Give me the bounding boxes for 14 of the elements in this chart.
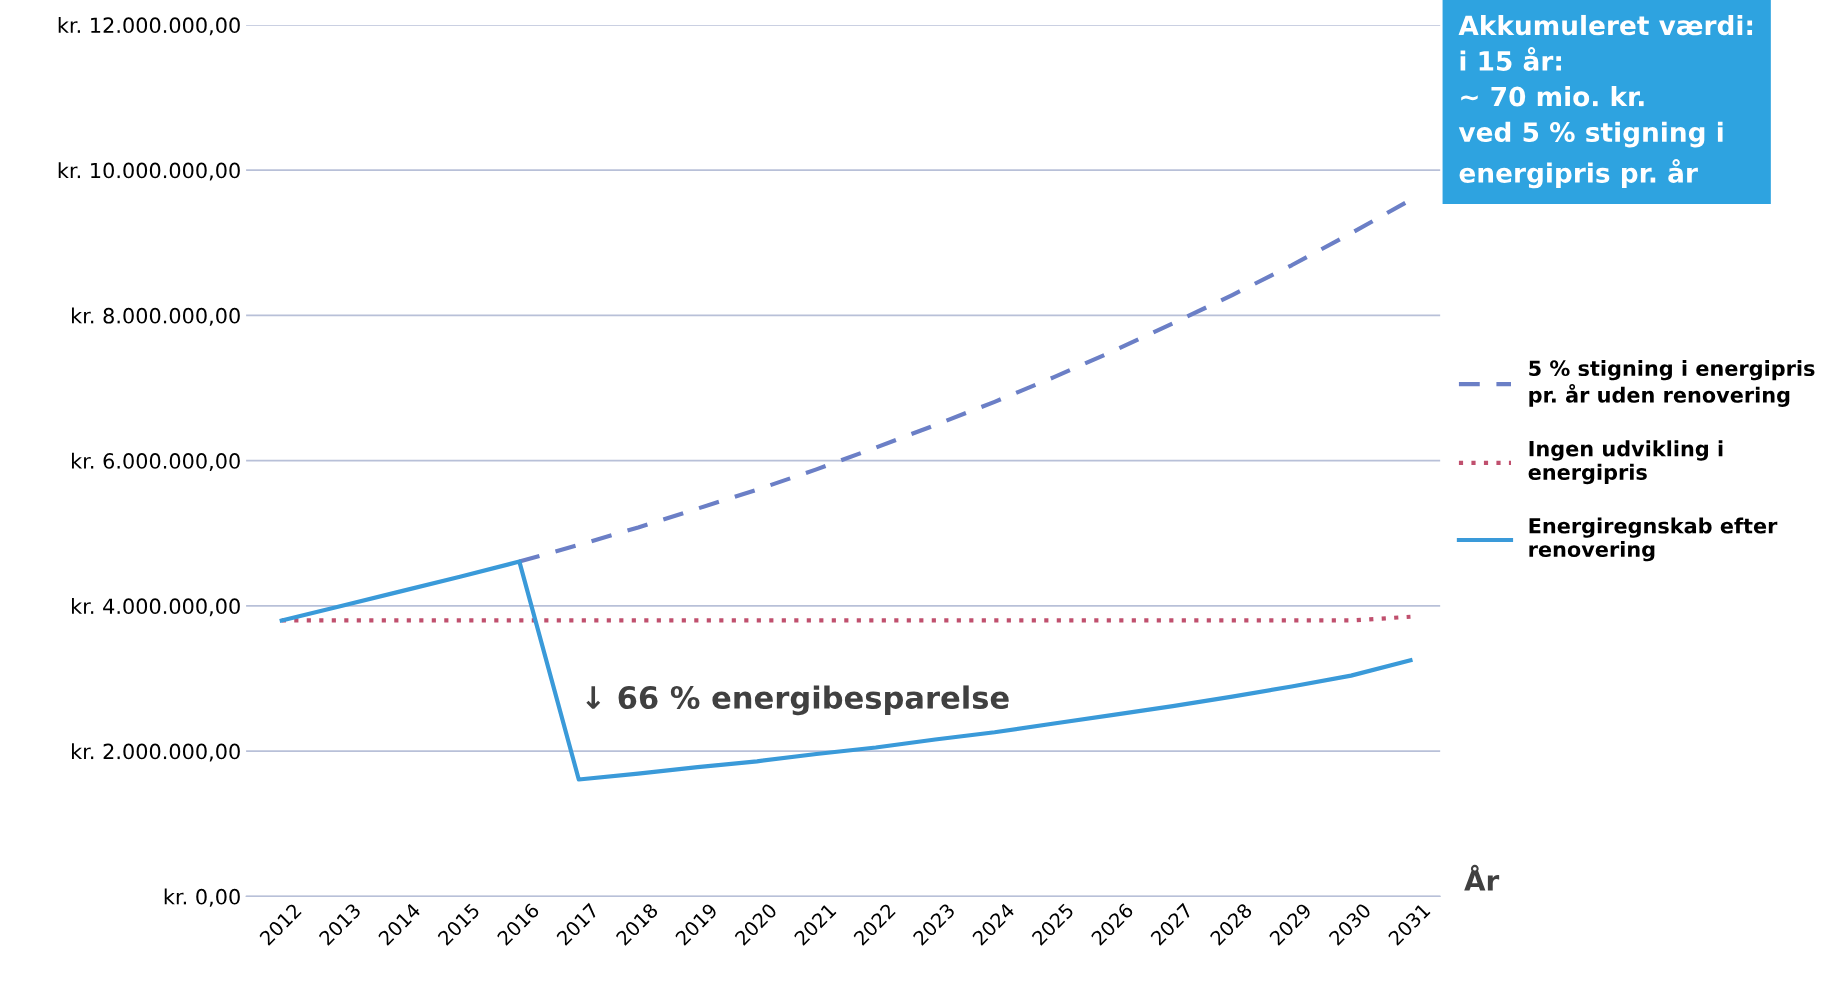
y-tick-label: kr. 2.000.000,00 <box>72 743 240 762</box>
y-tick-label: kr. 12.000.000,00 <box>58 16 240 36</box>
legend-label: Energiregnskab efter renovering <box>1529 517 1778 562</box>
y-tick-label: kr. 0,00 <box>164 888 240 907</box>
legend-label: Ingen udvikling i energipris <box>1528 440 1723 485</box>
y-tick-label: kr. 6.000.000,00 <box>72 452 240 471</box>
y-tick-label: kr. 8.000.000,00 <box>72 307 240 326</box>
y-tick-label: kr. 4.000.000,00 <box>72 597 240 617</box>
line-series <box>279 559 1413 782</box>
y-tick-label: kr. 10.000.000,00 <box>58 162 240 181</box>
annotation: ↓ 66 % energibesparelse <box>586 685 1009 716</box>
legend-label: 5 % stigning i energipris pr. år uden renovering <box>1529 359 1815 408</box>
text: Akkumuleret værdi: i 15 år: ~ 70 mio. kr. ved 5 % stigning i energipris pr. år <box>1458 14 1753 189</box>
x-axis-title: År <box>1464 864 1500 891</box>
